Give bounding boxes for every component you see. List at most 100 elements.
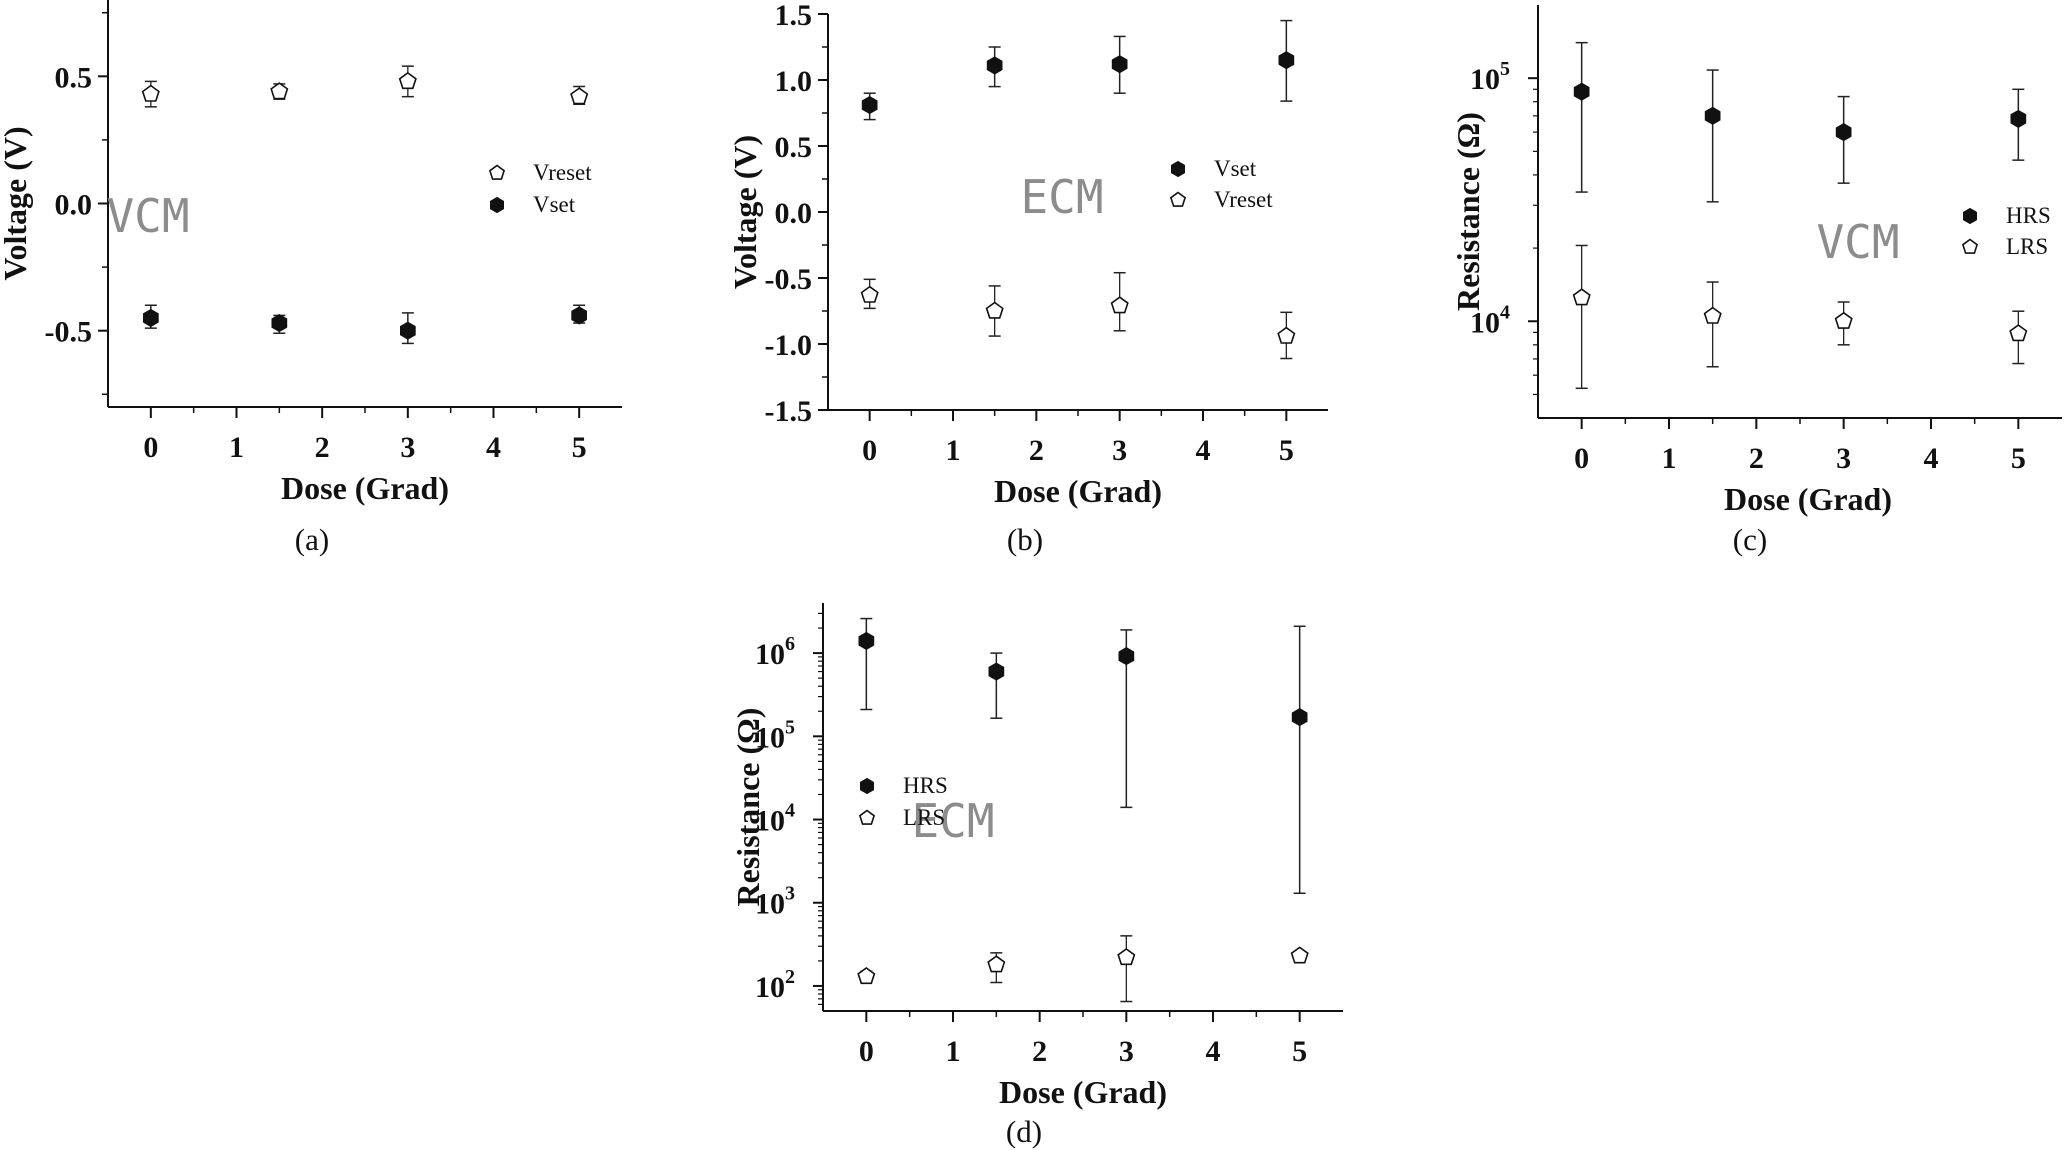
- y-axis-label: Voltage (V): [727, 135, 763, 289]
- data-point: [1703, 306, 1722, 324]
- y-tick-exponent: 4: [1500, 301, 1510, 323]
- y-tick-label: -0.5: [45, 316, 93, 349]
- y-tick-label: 0.5: [55, 61, 93, 94]
- y-tick-exponent: 5: [785, 716, 795, 738]
- x-tick-label: 4: [1206, 1035, 1221, 1068]
- data-point: [1834, 311, 1853, 329]
- data-point: [860, 285, 879, 303]
- y-axis-label: Voltage (V): [0, 126, 33, 280]
- data-point: [141, 84, 160, 102]
- y-tick-exponent: 5: [1500, 58, 1510, 80]
- y-tick-label: 102: [755, 966, 795, 1004]
- data-point: [988, 662, 1005, 681]
- data-point: [143, 308, 159, 328]
- data-point: [987, 955, 1006, 973]
- y-tick-base: 10: [755, 638, 785, 671]
- x-tick-label: 2: [1032, 1035, 1047, 1068]
- x-tick-label: 5: [572, 431, 587, 464]
- data-point: [400, 321, 416, 340]
- series-vset: [861, 19, 1295, 121]
- legend-marker: [490, 196, 504, 214]
- panel-label: (b): [1007, 522, 1043, 557]
- legend-marker: [860, 777, 874, 795]
- y-tick-label: -1.5: [765, 395, 813, 428]
- data-point: [1111, 55, 1128, 74]
- y-tick-label: 106: [755, 633, 795, 671]
- x-axis-label: Dose (Grad): [1724, 481, 1892, 517]
- y-axis-label: Resistance (Ω): [1450, 112, 1486, 311]
- data-point: [570, 87, 589, 105]
- y-tick-base: 10: [755, 971, 785, 1004]
- legend-marker: [858, 809, 876, 825]
- legend-marker: [1961, 238, 1979, 254]
- y-tick-base: 10: [1470, 306, 1500, 339]
- x-tick-label: 0: [859, 1035, 874, 1068]
- data-point: [1573, 82, 1590, 101]
- y-axis-label: Resistance (Ω): [730, 708, 766, 907]
- x-tick-label: 1: [229, 431, 244, 464]
- annotation-text: ECM: [911, 794, 994, 848]
- y-tick-base: 10: [755, 888, 785, 921]
- series-hrs: [858, 617, 1308, 895]
- y-tick-label: 1.0: [775, 65, 813, 98]
- x-axis-label: Dose (Grad): [281, 470, 449, 506]
- y-tick-label: 103: [755, 883, 795, 921]
- data-point: [1278, 51, 1295, 70]
- x-axis-label: Dose (Grad): [994, 473, 1162, 509]
- x-tick-label: 1: [1662, 442, 1677, 475]
- legend-label: HRS: [2006, 203, 2051, 228]
- data-point: [986, 56, 1003, 75]
- data-point: [2009, 324, 2028, 342]
- legend-label: LRS: [903, 805, 945, 830]
- x-tick-label: 4: [1924, 442, 1939, 475]
- y-tick-exponent: 2: [785, 966, 795, 988]
- legend-marker: [1169, 191, 1187, 207]
- legend-marker: [488, 164, 506, 180]
- legend-marker: [1963, 207, 1977, 225]
- data-point: [985, 301, 1004, 319]
- y-tick-base: 10: [1470, 63, 1500, 96]
- x-tick-label: 4: [486, 431, 501, 464]
- y-tick-label: 0.5: [775, 131, 813, 164]
- y-tick-label: 0.0: [775, 197, 813, 230]
- legend-label: HRS: [903, 773, 948, 798]
- data-point: [1117, 948, 1136, 966]
- x-tick-label: 2: [1749, 442, 1764, 475]
- data-point: [857, 967, 876, 985]
- x-tick-label: 0: [143, 431, 158, 464]
- series-lrs: [857, 935, 1309, 1003]
- series-lrs: [1572, 244, 2028, 390]
- y-tick-exponent: 6: [785, 633, 795, 655]
- data-point: [270, 82, 289, 100]
- x-tick-label: 3: [1112, 434, 1127, 467]
- data-point: [858, 631, 875, 650]
- y-tick-label: 105: [1470, 58, 1510, 96]
- legend-label: Vset: [1214, 156, 1257, 181]
- x-tick-label: 0: [1574, 442, 1589, 475]
- x-tick-label: 3: [400, 431, 415, 464]
- annotation-text: VCM: [106, 189, 189, 243]
- panel-b: 0 1 2 3 4 5 -1.5 -1.0 -0.5 0.0 0.5 1.0 1.5 Dose (Grad…: [727, 0, 1328, 557]
- x-tick-label: 5: [1292, 1035, 1307, 1068]
- data-point: [571, 306, 587, 325]
- x-tick-label: 5: [1279, 434, 1294, 467]
- x-tick-label: 2: [1029, 434, 1044, 467]
- annotation-text: VCM: [1816, 215, 1899, 269]
- data-point: [1290, 946, 1309, 964]
- series-vreset: [141, 65, 589, 108]
- legend-label: Vset: [533, 192, 576, 217]
- series-vreset: [860, 271, 1296, 360]
- annotation-text: ECM: [1020, 170, 1103, 224]
- x-axis-label: Dose (Grad): [999, 1074, 1167, 1110]
- panel-a: 0 1 2 3 4 5 -0.5 0.0 0.5 Dose (Grad) Voltage (V) (a…: [0, 0, 622, 557]
- panel-label: (d): [1006, 1114, 1042, 1149]
- y-tick-exponent: 3: [785, 883, 795, 905]
- y-tick-label: -0.5: [765, 263, 813, 296]
- y-tick-label: 104: [755, 800, 795, 838]
- y-tick-label: 1.5: [775, 0, 813, 32]
- data-point: [2010, 109, 2027, 128]
- x-tick-label: 3: [1836, 442, 1851, 475]
- y-tick-base: 10: [755, 805, 785, 838]
- legend-marker: [1171, 160, 1185, 178]
